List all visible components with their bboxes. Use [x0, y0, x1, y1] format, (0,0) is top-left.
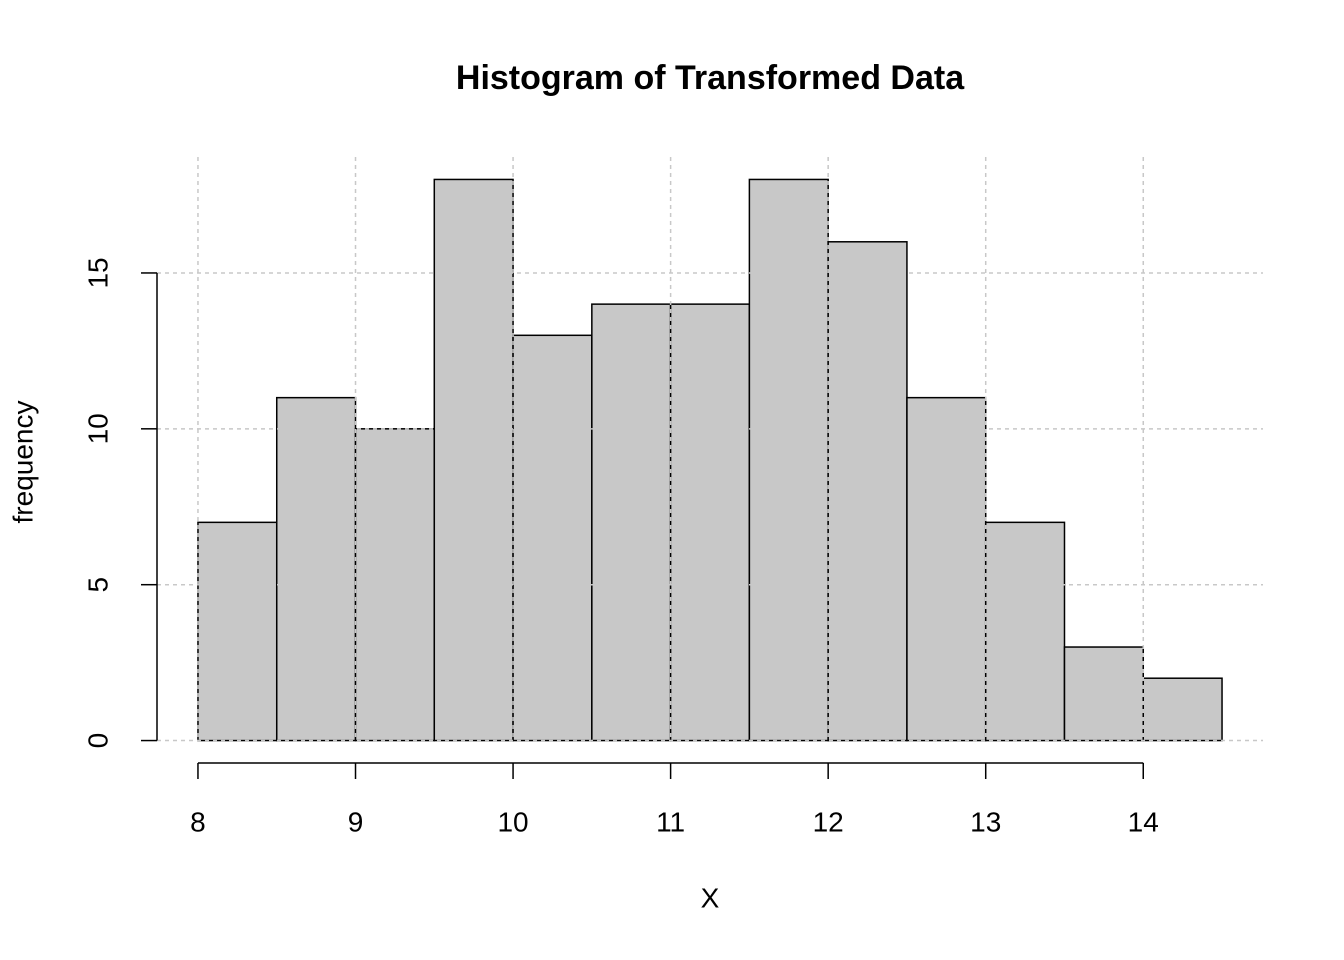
bar — [827, 241, 908, 742]
bar — [275, 396, 357, 742]
bar — [984, 521, 1066, 742]
x-tick-label: 8 — [190, 806, 206, 837]
x-tick-label: 10 — [497, 806, 528, 837]
x-tick-label: 14 — [1128, 806, 1159, 837]
y-axis-label: frequency — [7, 401, 38, 524]
x-tick-label: 11 — [656, 806, 685, 837]
bar — [197, 521, 278, 742]
x-tick-label: 13 — [970, 806, 1001, 837]
y-tick-label: 5 — [82, 577, 113, 593]
x-tick-label: 12 — [813, 806, 844, 837]
bar — [1063, 646, 1145, 742]
x-axis-label: X — [701, 882, 720, 913]
bar — [669, 303, 751, 742]
bar — [433, 178, 514, 742]
bar — [512, 334, 593, 742]
bar — [748, 178, 829, 742]
y-tick-label: 15 — [82, 257, 113, 288]
bar — [591, 303, 672, 742]
x-tick-label: 9 — [348, 806, 364, 837]
y-tick-label: 10 — [82, 413, 113, 444]
y-tick-label: 0 — [82, 733, 113, 749]
chart-title: Histogram of Transformed Data — [456, 59, 965, 97]
bar — [1142, 677, 1223, 742]
bar — [906, 396, 987, 742]
